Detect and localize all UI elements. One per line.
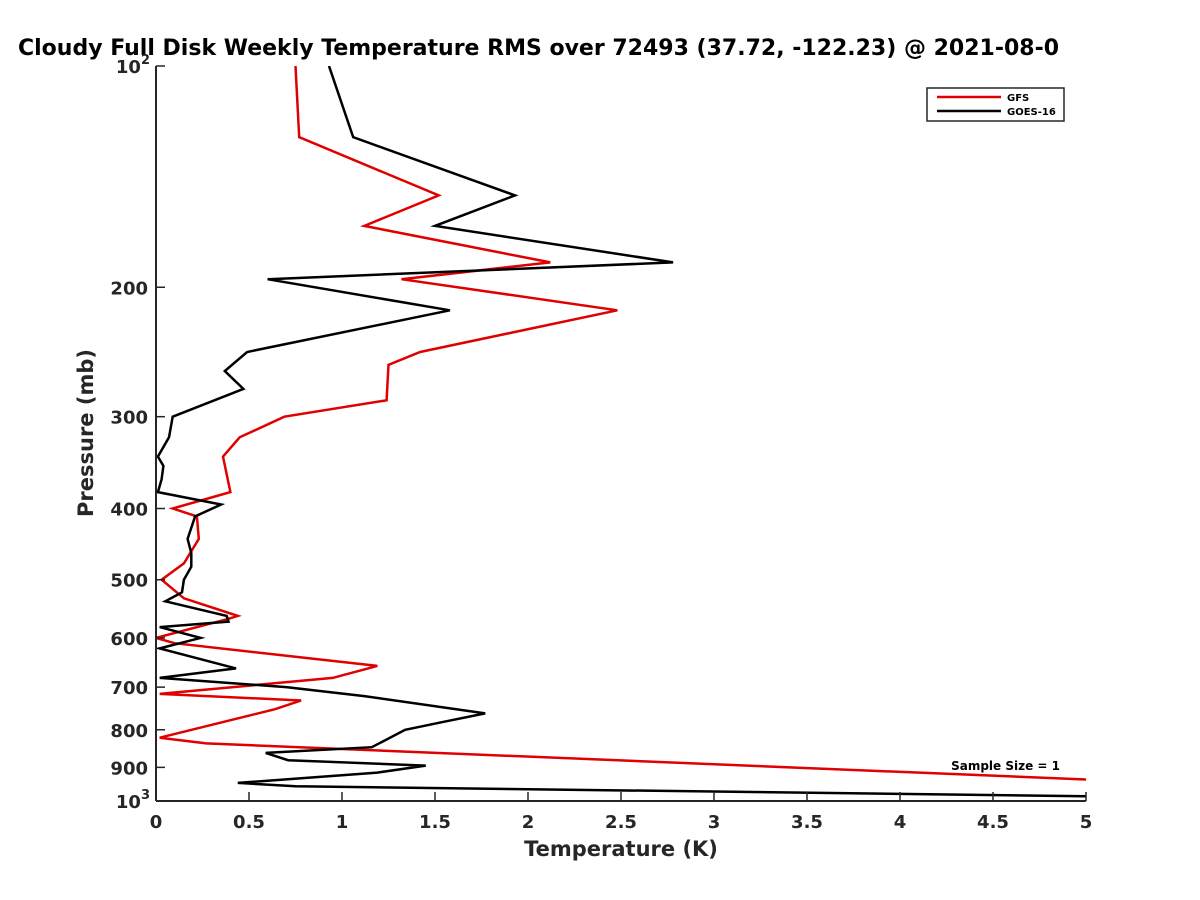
y-axis-label: Pressure (mb) — [74, 349, 98, 517]
x-tick-label: 2.5 — [605, 812, 637, 833]
series-line-goes-16 — [156, 66, 1086, 798]
legend-entry-label: GOES-16 — [1007, 107, 1056, 118]
legend-box — [926, 87, 1065, 122]
x-axis-label: Temperature (K) — [524, 837, 718, 861]
x-tick-label: 0.5 — [233, 812, 265, 833]
y-tick-label: 800 — [110, 721, 148, 742]
x-tick-label: 1 — [336, 812, 349, 833]
y-tick-label: 500 — [110, 571, 148, 592]
y-tick-label: 103 — [116, 788, 150, 813]
series-line-gfs — [156, 66, 1086, 781]
x-tick-label: 4 — [894, 812, 907, 833]
y-tick-label: 200 — [110, 278, 148, 299]
x-tick-label: 3.5 — [791, 812, 823, 833]
chart-title: Cloudy Full Disk Weekly Temperature RMS … — [18, 36, 1059, 61]
x-tick-label: 4.5 — [977, 812, 1009, 833]
y-tick-label: 700 — [110, 678, 148, 699]
x-tick-label: 1.5 — [419, 812, 451, 833]
x-tick-label: 5 — [1080, 812, 1093, 833]
axes-layer: 0 0.5 1 1.5 2 2.5 3 3.5 4 4.5 5 102 200 300 400 500 600 7… — [110, 53, 1092, 833]
series-layer — [156, 66, 1086, 798]
y-tick-label: 102 — [116, 53, 150, 78]
y-tick-label: 900 — [110, 758, 148, 779]
sample-size-annotation: Sample Size = 1 — [951, 759, 1060, 773]
x-tick-label: 0 — [150, 812, 163, 833]
y-tick-label: 300 — [110, 408, 148, 429]
y-tick-label: 400 — [110, 500, 148, 521]
x-tick-label: 2 — [522, 812, 535, 833]
y-tick-label: 600 — [110, 629, 148, 650]
legend: GFS GOES-16 — [926, 87, 1065, 122]
x-tick-label: 3 — [708, 812, 721, 833]
legend-entry-label: GFS — [1007, 93, 1029, 104]
